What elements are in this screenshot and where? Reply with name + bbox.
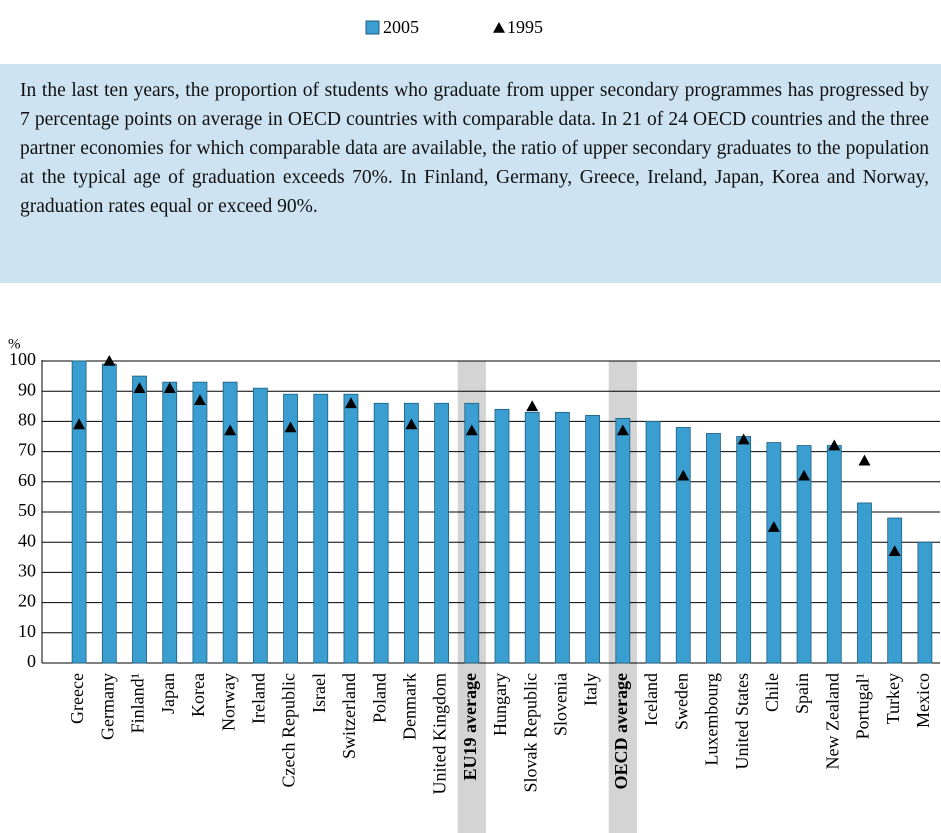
- bar: [283, 393, 298, 664]
- y-tick-label: 70: [18, 440, 36, 460]
- legend-label: 2005: [383, 17, 419, 37]
- legend-marker: [493, 22, 505, 33]
- x-tick-label: Chile: [762, 673, 782, 712]
- y-tick-label: 100: [9, 349, 36, 369]
- bar: [101, 363, 117, 664]
- x-tick-label: Luxembourg: [702, 673, 722, 766]
- bar: [464, 402, 480, 664]
- bar: [313, 393, 329, 664]
- description: In the last ten years, the proportion of…: [0, 64, 941, 283]
- y-tick-label: 30: [18, 561, 36, 581]
- marker: [616, 424, 629, 436]
- bar: [826, 445, 842, 664]
- marker: [465, 424, 478, 436]
- y-tick-label: 90: [18, 379, 36, 399]
- bar: [857, 502, 872, 664]
- marker: [677, 469, 690, 481]
- x-tick-label: Iceland: [641, 673, 661, 726]
- marker: [798, 469, 811, 481]
- bar: [555, 411, 570, 664]
- x-tick-label: Japan: [158, 673, 178, 714]
- bar: [343, 393, 359, 664]
- y-tick-label: 20: [18, 591, 36, 611]
- bar: [252, 387, 268, 664]
- marker: [405, 418, 418, 430]
- marker: [73, 418, 86, 430]
- x-tick-label: New Zealand: [822, 673, 842, 769]
- bar: [192, 381, 208, 664]
- legend-label: 1995: [507, 17, 543, 37]
- legend-swatch: [365, 20, 380, 35]
- y-tick-label: 60: [18, 470, 36, 490]
- bar: [796, 445, 812, 664]
- marker: [737, 433, 750, 445]
- bar: [434, 402, 449, 664]
- x-tick-label: Finland¹: [128, 673, 148, 733]
- x-tick-label: Portugal¹: [853, 673, 873, 739]
- x-tick-label: Korea: [188, 673, 208, 717]
- bar: [766, 442, 782, 664]
- marker: [828, 439, 841, 451]
- y-tick-label: 40: [18, 530, 36, 550]
- x-tick-label: Italy: [581, 673, 601, 706]
- bar: [132, 375, 147, 664]
- marker: [526, 400, 539, 412]
- x-tick-label: Denmark: [400, 673, 420, 740]
- bar: [706, 433, 721, 664]
- x-tick-label: Switzerland: [339, 673, 359, 759]
- marker: [767, 521, 780, 532]
- x-tick-label: Czech Republic: [279, 673, 299, 787]
- marker: [193, 394, 206, 406]
- x-tick-label: Mexico: [913, 673, 933, 728]
- bar: [615, 417, 631, 664]
- marker: [888, 545, 901, 557]
- bar: [162, 381, 178, 664]
- marker: [224, 424, 237, 436]
- x-tick-label: EU19 average: [460, 673, 480, 780]
- x-tick-label: Turkey: [883, 673, 903, 724]
- x-tick-label: Hungary: [490, 673, 510, 736]
- x-tick-label: Slovenia: [551, 673, 571, 736]
- x-tick-label: United States: [732, 673, 752, 770]
- marker: [133, 382, 146, 393]
- bar: [524, 411, 540, 664]
- x-tick-label: Spain: [792, 673, 812, 714]
- bar: [645, 420, 661, 664]
- x-tick-label: OECD average: [611, 673, 631, 789]
- x-tick-label: Greece: [67, 673, 87, 724]
- bar: [71, 360, 87, 664]
- x-tick-label: Slovak Republic: [520, 673, 540, 793]
- x-tick-label: Israel: [309, 673, 329, 713]
- bar: [494, 408, 510, 664]
- bar: [736, 436, 752, 664]
- x-tick-label: Ireland: [248, 673, 268, 724]
- bar: [585, 414, 601, 664]
- bar: [887, 517, 903, 664]
- x-tick-label: Norway: [218, 673, 238, 731]
- marker: [344, 397, 357, 409]
- y-tick-label: 80: [18, 410, 36, 430]
- marker: [284, 421, 297, 433]
- y-tick-label: 0: [27, 651, 36, 671]
- x-tick-label: Poland: [369, 673, 389, 723]
- bar: [373, 402, 389, 664]
- y-tick-label: 10: [18, 621, 36, 641]
- bar: [222, 381, 238, 664]
- marker: [858, 454, 871, 466]
- marker: [103, 355, 116, 366]
- x-tick-label: Germany: [97, 673, 117, 740]
- x-tick-label: United Kingdom: [430, 673, 450, 795]
- x-tick-label: Sweden: [671, 673, 691, 730]
- y-axis-label: %: [8, 336, 21, 352]
- bar: [675, 427, 691, 664]
- y-tick-label: 50: [18, 500, 36, 520]
- bar: [403, 402, 419, 664]
- marker: [163, 382, 176, 393]
- bar: [917, 541, 933, 664]
